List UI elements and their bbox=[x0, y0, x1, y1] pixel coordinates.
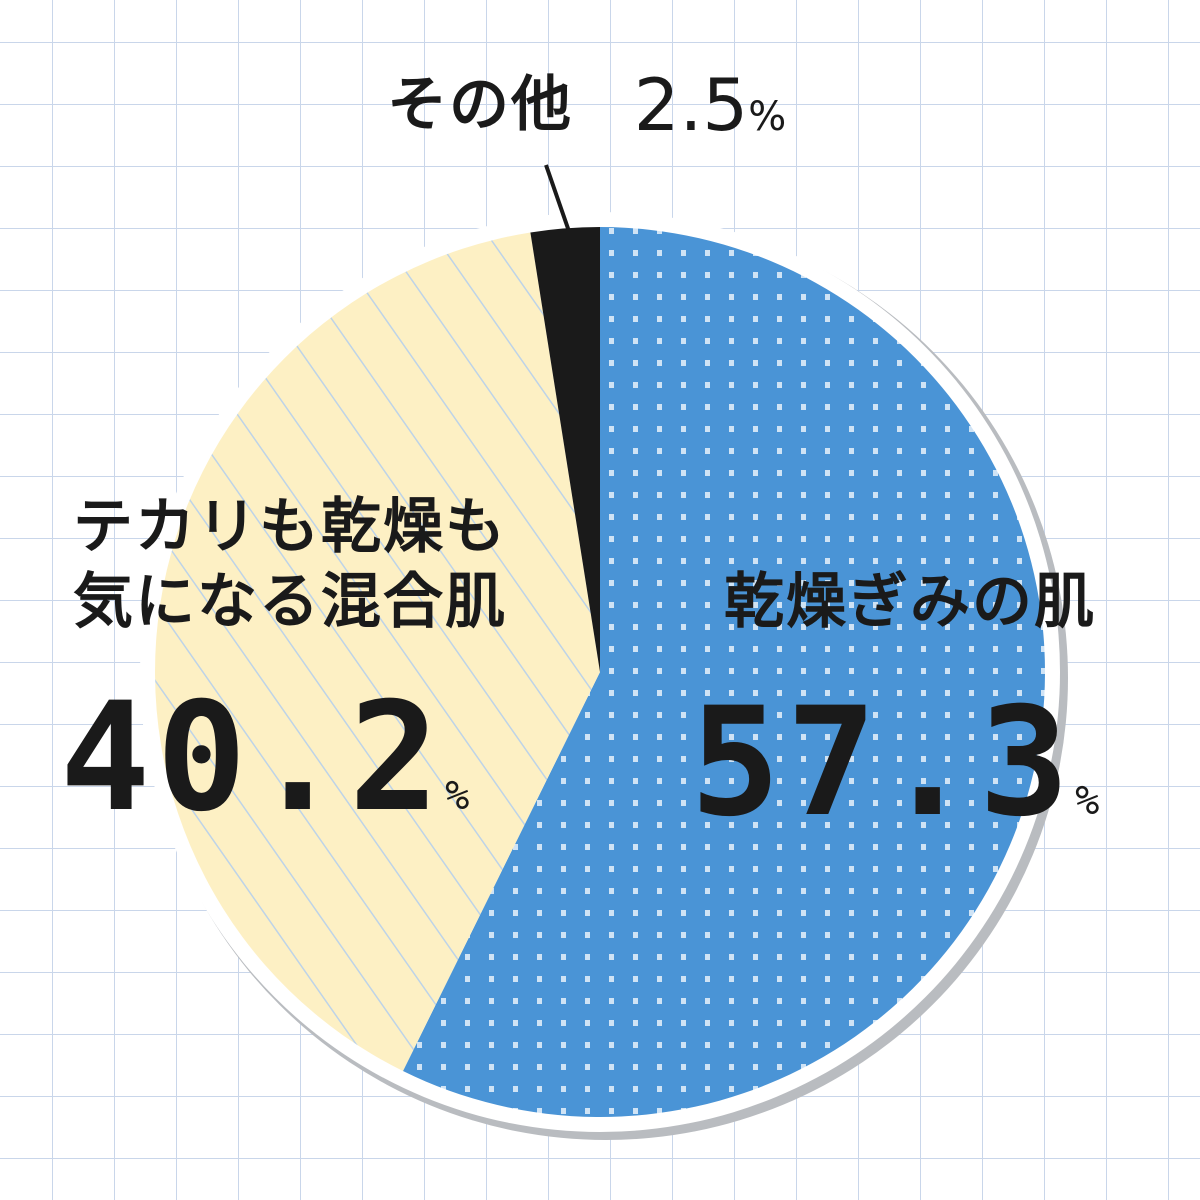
value-label: 2.5% bbox=[590, 60, 830, 150]
category-label: その他 bbox=[387, 70, 573, 140]
category-label: テカリも乾燥も 気になる混合肌 bbox=[73, 492, 507, 637]
value-unit: % bbox=[1075, 778, 1106, 824]
value-unit: % bbox=[748, 94, 787, 140]
pie-slice bbox=[530, 227, 600, 672]
value-number: 40.2 bbox=[60, 671, 446, 845]
pie-slice bbox=[154, 232, 600, 1072]
slices bbox=[154, 227, 1045, 1117]
value-number: 57.3 bbox=[690, 676, 1076, 850]
value-number: 2.5 bbox=[633, 63, 749, 147]
category-label: 乾燥ぎみの肌 bbox=[724, 567, 1096, 637]
value-label: 57.3% bbox=[690, 670, 1099, 858]
leader-line bbox=[544, 164, 574, 241]
value-unit: % bbox=[445, 773, 476, 819]
pie-slice bbox=[402, 227, 1045, 1117]
value-label: 40.2% bbox=[60, 665, 469, 853]
